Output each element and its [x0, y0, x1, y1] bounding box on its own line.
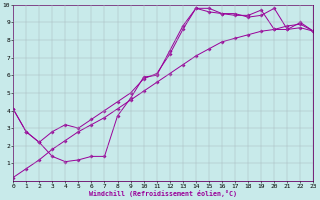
X-axis label: Windchill (Refroidissement éolien,°C): Windchill (Refroidissement éolien,°C)	[89, 190, 237, 197]
